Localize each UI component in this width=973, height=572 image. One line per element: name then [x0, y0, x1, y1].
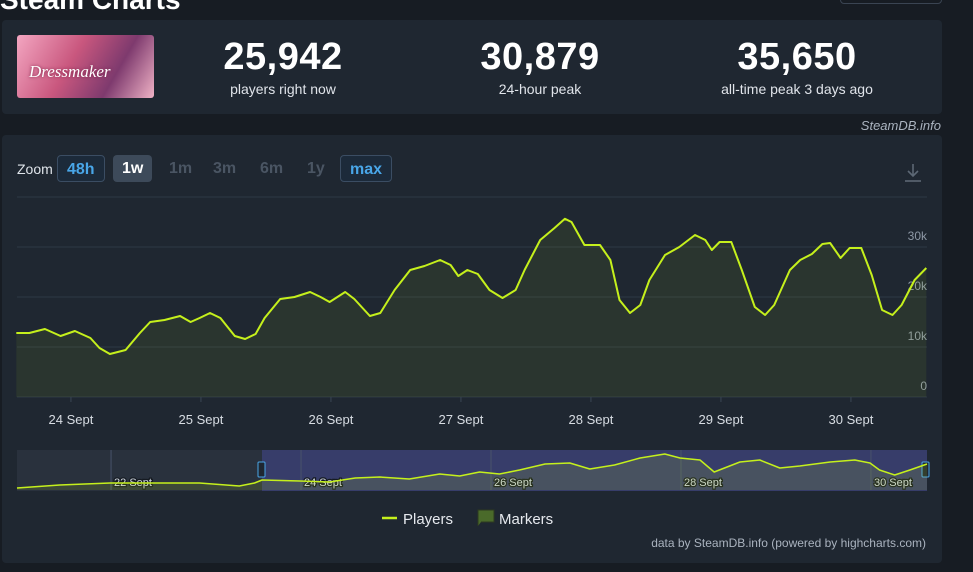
- x-tick-label: 24 Sept: [49, 412, 94, 427]
- credits[interactable]: data by SteamDB.info (powered by highcha…: [651, 536, 926, 550]
- legend-symbol: [477, 509, 495, 526]
- x-tick-label: 30 Sept: [829, 412, 874, 427]
- zoom-button[interactable]: max: [340, 155, 393, 182]
- stats-panel: [2, 20, 942, 114]
- zoom-button[interactable]: 48h: [57, 155, 105, 182]
- y-tick-label: 10k: [908, 329, 928, 343]
- zoom-button[interactable]: 1m: [169, 160, 193, 177]
- stat: 30,879 24-hour peak: [415, 36, 665, 97]
- stat-value: 35,650: [737, 36, 857, 78]
- zoom-button[interactable]: 6m: [260, 160, 284, 177]
- y-tick-label: 30k: [908, 229, 928, 243]
- x-tick-label: 25 Sept: [179, 412, 224, 427]
- navigator-tick-label: 28 Sept: [684, 477, 722, 489]
- navigator-selection[interactable]: [262, 450, 927, 491]
- stat: 35,650 all-time peak 3 days ago: [672, 36, 922, 97]
- y-tick-label: 0: [920, 379, 927, 393]
- zoom-button[interactable]: 3m: [213, 160, 237, 177]
- series-area: [17, 454, 927, 490]
- series-line: [16, 217, 928, 355]
- x-tick-label: 26 Sept: [309, 412, 354, 427]
- stat-label: all-time peak 3 days ago: [721, 81, 873, 97]
- source-link[interactable]: SteamDB.info: [860, 118, 941, 133]
- navigator-tick-label: 30 Sept: [874, 477, 912, 489]
- zoom-button[interactable]: 1w: [113, 155, 153, 182]
- x-tick-label: 28 Sept: [569, 412, 614, 427]
- series-line: [16, 453, 928, 489]
- logo-text: Dressmaker: [29, 62, 111, 81]
- x-tick-label: 27 Sept: [439, 412, 484, 427]
- stat-label: 24-hour peak: [498, 81, 582, 97]
- series-area: [16, 218, 927, 397]
- chart-panel: [2, 135, 942, 563]
- page-title: Steam Charts: [0, 0, 181, 16]
- navigator-tick-label: 26 Sept: [494, 477, 532, 489]
- stat-label: players right now: [230, 81, 336, 97]
- navigator-handle[interactable]: [257, 461, 266, 478]
- download-icon[interactable]: [905, 164, 921, 182]
- zoom-label: Zoom: [17, 161, 53, 177]
- legend-label[interactable]: Players: [403, 511, 453, 528]
- stat: 25,942 players right now: [158, 36, 408, 97]
- legend-label[interactable]: Markers: [499, 511, 553, 528]
- x-tick-label: 29 Sept: [699, 412, 744, 427]
- game-logo: Dressmaker: [17, 35, 154, 98]
- zoom-button[interactable]: 1y: [307, 160, 325, 177]
- navigator-tick-label: 24 Sept: [304, 477, 342, 489]
- stat-value: 25,942: [223, 36, 343, 78]
- stat-value: 30,879: [480, 36, 600, 78]
